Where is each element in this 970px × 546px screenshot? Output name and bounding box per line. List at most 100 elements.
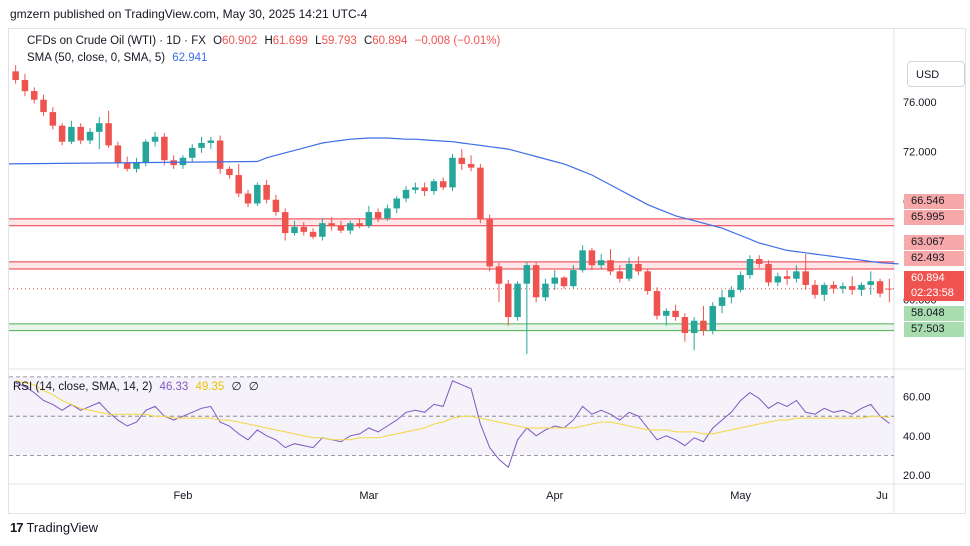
candle-body-47: [449, 157, 456, 188]
candle-body-14: [142, 141, 150, 163]
candle-body-50: [477, 167, 484, 220]
candle-body-62: [588, 250, 596, 266]
candle-body-18: [179, 157, 187, 166]
candle-body-26: [254, 184, 261, 204]
candle-body-53: [505, 283, 512, 318]
candle-body-87: [821, 284, 828, 295]
candle-body-22: [216, 140, 224, 169]
price-tag-resistance-upper-top: 66.546: [904, 194, 964, 209]
candle-body-2: [30, 91, 38, 100]
candle-body-7: [77, 126, 84, 141]
candle-body-6: [68, 126, 75, 142]
chart-frame[interactable]: 76.00072.00068.00060.00060.0040.0020.00F…: [8, 28, 966, 514]
candle-body-33: [319, 223, 326, 237]
rsi-legend: RSI (14, close, SMA, 14, 2) 46.33 49.35 …: [13, 379, 263, 393]
candle-body-13: [133, 162, 140, 169]
resistance-zone-2: [9, 261, 894, 269]
candle-body-32: [309, 231, 317, 237]
candle-body-37: [356, 223, 363, 226]
candle-body-27: [263, 184, 270, 200]
candle-body-94: [886, 288, 893, 290]
candle-body-24: [235, 175, 242, 194]
candle-body-42: [402, 189, 410, 199]
candle-body-8: [86, 131, 94, 141]
candle-body-67: [635, 263, 642, 272]
time-axis-label-2: Apr: [546, 490, 563, 502]
rsi-axis-label-0: 60.00: [903, 392, 931, 404]
candle-body-9: [96, 123, 103, 132]
candle-body-25: [244, 193, 252, 204]
candle-body-89: [839, 286, 847, 289]
candle-body-90: [848, 286, 856, 290]
currency-button[interactable]: USD: [907, 61, 965, 87]
candle-body-92: [867, 281, 875, 285]
candle-body-31: [300, 226, 308, 232]
price-tag-countdown: 02:23:58: [904, 286, 964, 301]
candle-body-54: [514, 283, 521, 318]
candle-body-80: [755, 259, 763, 264]
price-tag-last: 60.894: [904, 271, 964, 286]
price-tag-resistance-lower-top: 63.067: [904, 235, 964, 250]
symbol-title[interactable]: CFDs on Crude Oil (WTI) · 1D · FX: [27, 35, 206, 47]
candle-body-55: [523, 265, 531, 284]
candle-body-44: [421, 187, 428, 192]
chart-canvas[interactable]: 76.00072.00068.00060.00060.0040.0020.00F…: [9, 29, 965, 513]
rsi-value: 46.33: [159, 381, 189, 393]
candle-body-85: [802, 271, 809, 285]
candle-body-88: [830, 284, 837, 289]
support-zone: [9, 323, 894, 331]
candle-body-30: [291, 226, 298, 234]
candle-body-19: [188, 147, 196, 158]
time-axis-label-1: Mar: [359, 490, 378, 502]
candle-body-74: [700, 320, 707, 331]
candle-body-82: [774, 276, 782, 283]
candle-body-11: [114, 145, 122, 163]
candle-body-52: [495, 266, 503, 284]
open-value: 60.902: [222, 35, 258, 47]
tradingview-brand-label: TradingView: [26, 520, 99, 535]
low-value: 59.793: [321, 35, 357, 47]
candle-body-39: [374, 212, 382, 219]
symbol-legend: CFDs on Crude Oil (WTI) · 1D · FX O60.90…: [27, 35, 504, 47]
candle-body-12: [123, 162, 131, 169]
candle-body-64: [607, 260, 614, 272]
candle-body-3: [40, 99, 47, 113]
price-tag-resistance-lower-bottom: 62.493: [904, 251, 964, 266]
rsi-sma-value: 49.35: [195, 381, 225, 393]
candle-body-35: [337, 225, 345, 231]
tradingview-logo-icon: 17: [10, 520, 24, 535]
candle-body-93: [876, 281, 884, 294]
candle-body-86: [811, 284, 819, 295]
candle-body-57: [542, 283, 549, 298]
time-axis-label-0: Feb: [173, 490, 192, 502]
candle-body-34: [328, 223, 335, 226]
high-value: 61.699: [272, 35, 308, 47]
sma-label[interactable]: SMA (50, close, 0, SMA, 5): [27, 52, 166, 64]
candle-body-81: [765, 263, 772, 283]
rsi-line: [15, 380, 890, 469]
open-label: O: [213, 35, 223, 47]
candle-body-73: [690, 320, 698, 334]
candle-body-5: [58, 125, 66, 142]
candle-body-16: [161, 136, 168, 161]
candle-body-43: [412, 187, 419, 190]
change-value: −0.008 (−0.01%): [414, 35, 501, 47]
candle-body-75: [709, 305, 717, 331]
candle-body-63: [597, 260, 605, 266]
rsi-label[interactable]: RSI (14, close, SMA, 14, 2): [13, 381, 153, 393]
rsi-axis-label-2: 20.00: [903, 470, 931, 482]
candle-body-76: [718, 297, 726, 306]
candle-body-91: [858, 284, 865, 290]
candle-body-78: [737, 275, 744, 290]
candle-body-40: [384, 208, 391, 219]
candle-body-84: [793, 271, 800, 279]
rsi-extra-2: ∅: [248, 381, 259, 393]
candle-body-23: [226, 168, 233, 176]
sma-line: [9, 137, 899, 265]
sma-value: 62.941: [172, 52, 208, 64]
low-label: L: [315, 35, 322, 47]
tradingview-brand[interactable]: 17 TradingView: [10, 520, 98, 535]
rsi-sma-line: [15, 380, 890, 441]
candle-body-59: [560, 277, 568, 287]
candle-body-41: [393, 198, 400, 209]
